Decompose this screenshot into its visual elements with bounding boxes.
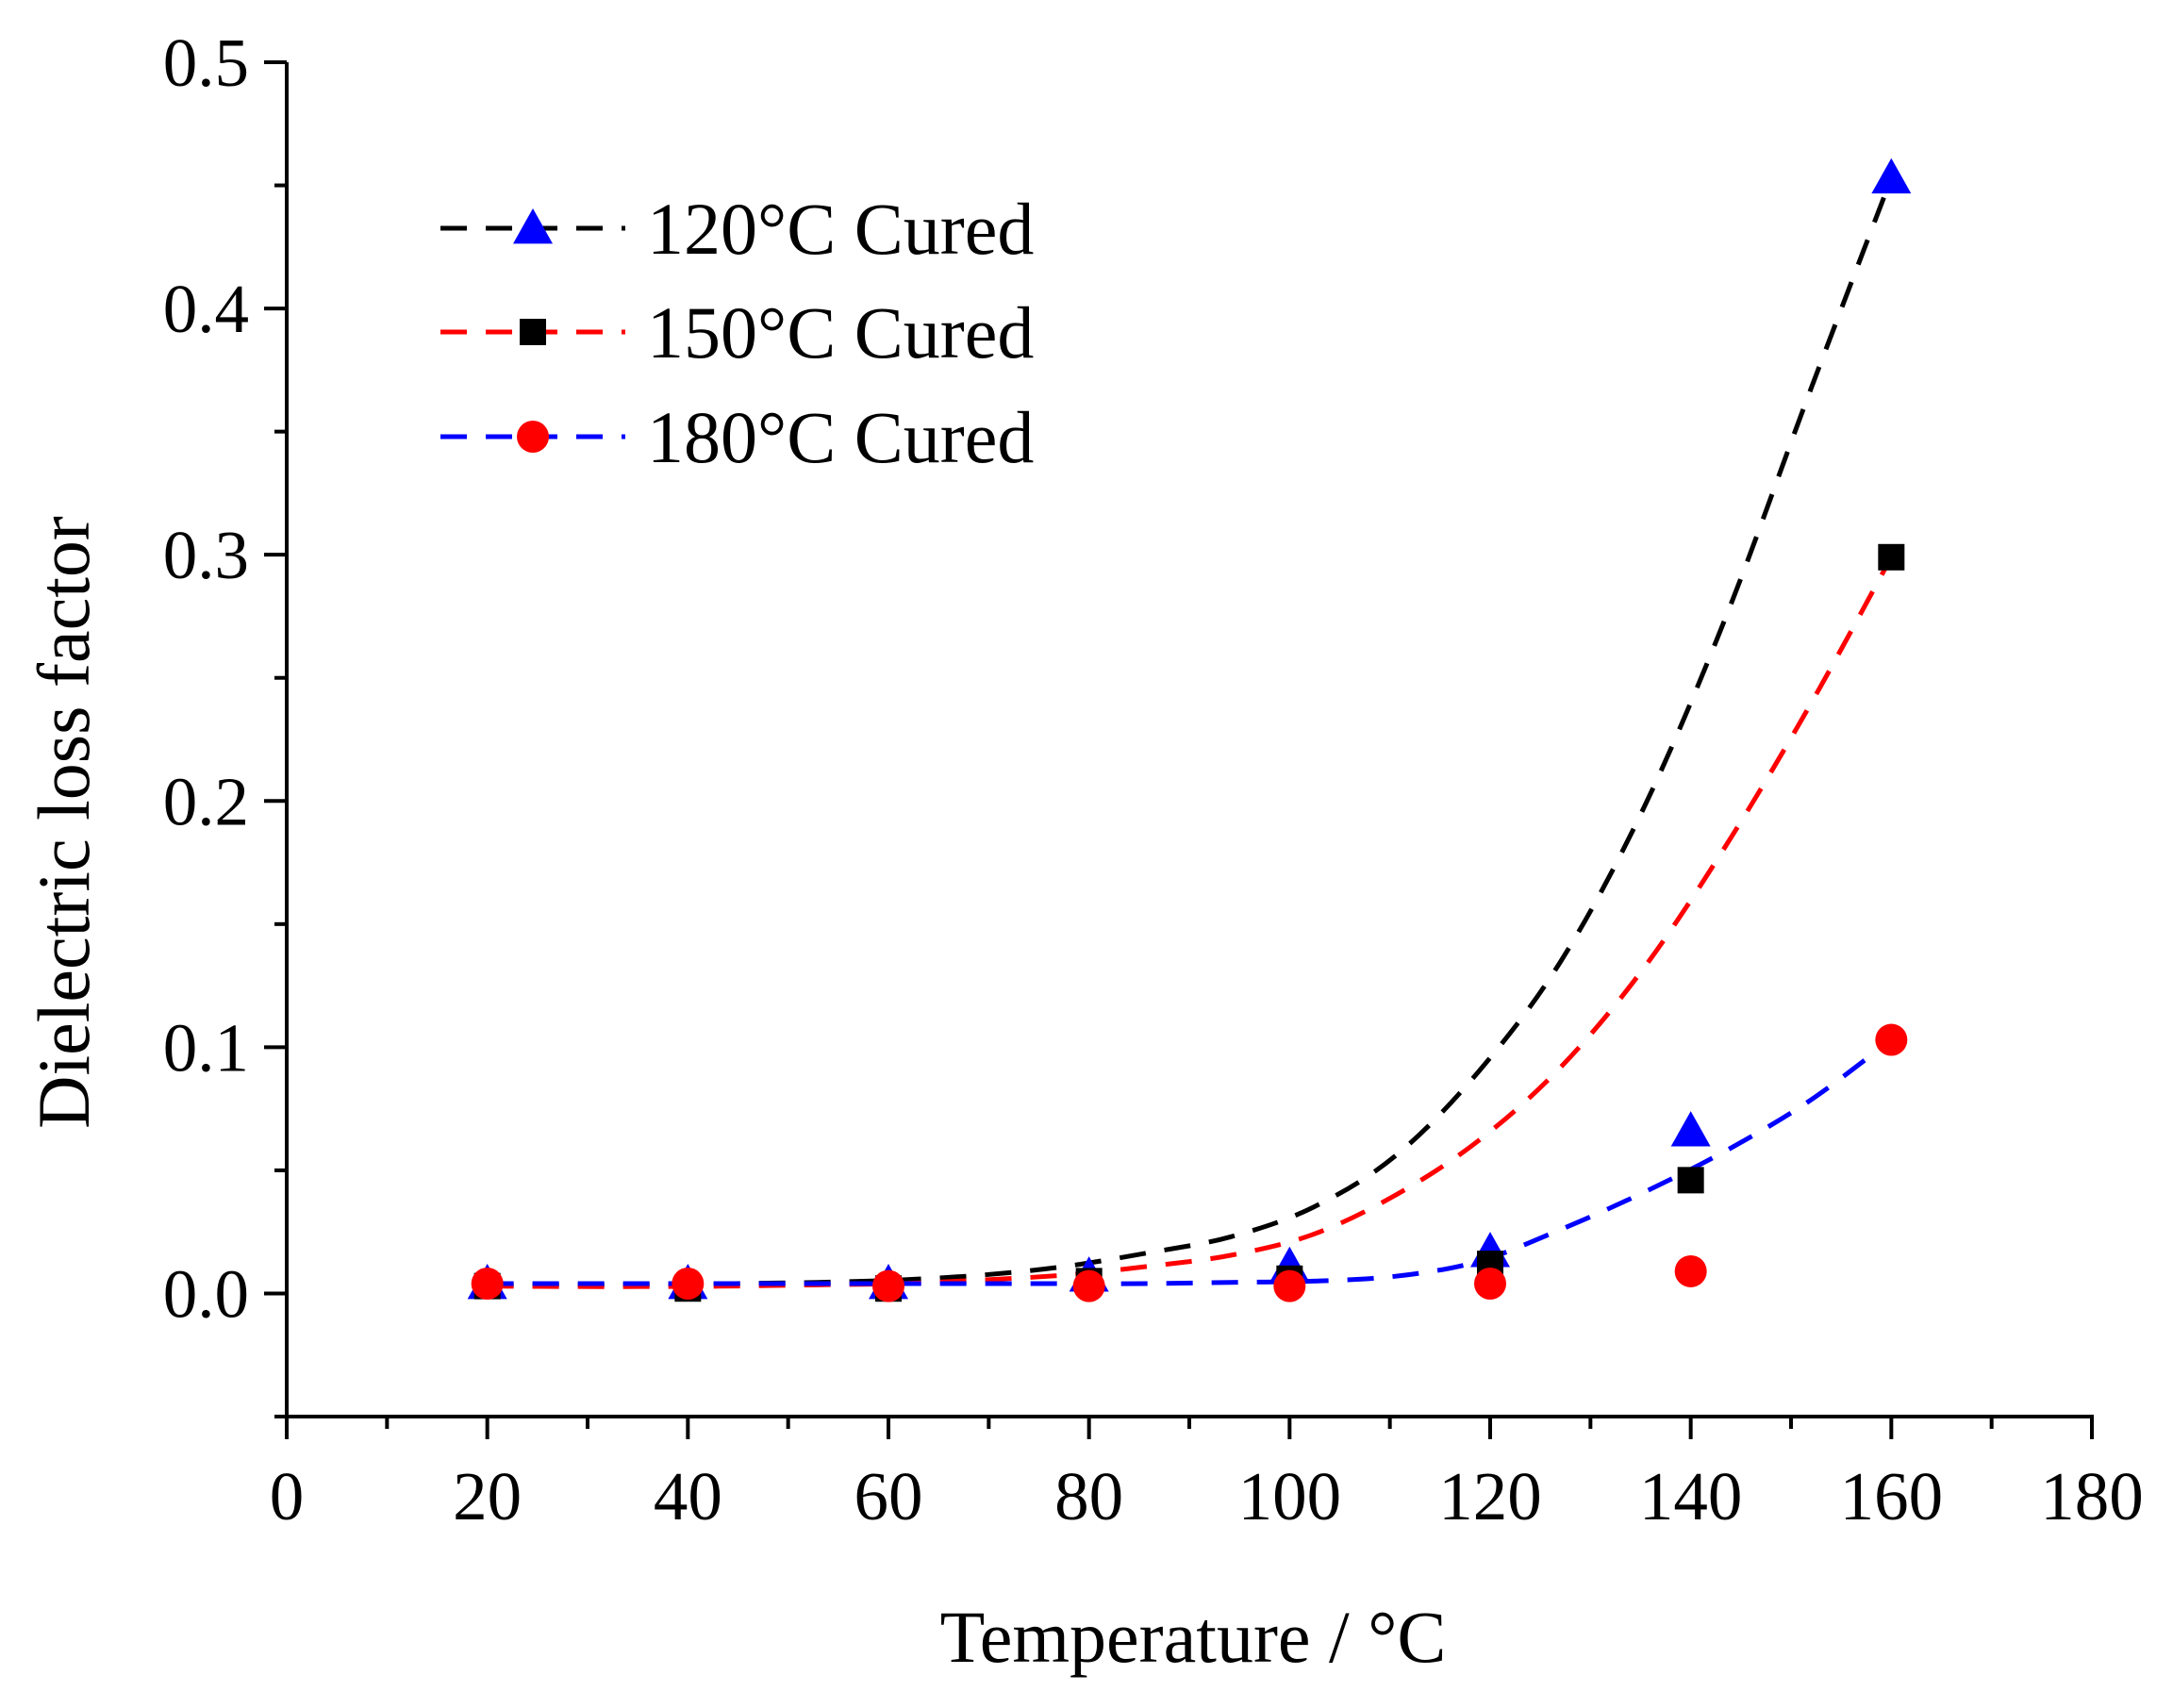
legend-marker-square [520,319,546,345]
data-point-circle [1072,1269,1105,1302]
x-tick-label: 60 [854,1458,923,1534]
x-tick-label: 160 [1840,1458,1944,1534]
legend: 120°C Cured 150°C Cured 180°C Cured [440,188,1034,478]
data-point-triangle [1670,1111,1711,1147]
data-point-circle [872,1269,904,1302]
y-tick-label: 0.4 [163,271,249,347]
axes [285,62,2094,1418]
legend-label: 180°C Cured [647,396,1034,478]
x-tick-label: 180 [2040,1458,2144,1534]
y-axis-title: Dielectric loss factor [23,516,105,1129]
y-tick-label: 0.1 [163,1009,249,1086]
legend-entry: 150°C Cured [440,291,1034,373]
fit-line-series-3 [487,1037,1893,1286]
legend-label: 120°C Cured [647,188,1034,270]
x-tick-label: 140 [1639,1458,1743,1534]
data-point-square [1677,1167,1704,1194]
y-axis-ticks: 0.0 0.1 0.2 0.3 0.4 0.5 [163,25,287,1418]
data-markers [467,158,1912,1302]
legend-label: 150°C Cured [647,291,1034,373]
y-tick-label: 0.3 [163,517,249,593]
data-point-square [1878,543,1905,571]
data-point-circle [672,1268,705,1301]
legend-marker [520,319,546,345]
legend-marker-circle [517,421,549,453]
x-axis-ticks: 0 20 40 60 80 100 120 140 160 180 [270,1417,2144,1534]
legend-entry: 120°C Cured [440,188,1034,270]
data-point-triangle [1871,158,1912,194]
data-point-circle [1474,1268,1506,1301]
y-tick-label: 0.5 [163,25,249,101]
y-tick-label: 0.2 [163,763,249,839]
data-point-circle [471,1268,504,1301]
fit-lines [487,176,1894,1289]
x-tick-label: 80 [1054,1458,1123,1534]
fit-line-series-1 [487,176,1894,1287]
legend-marker [517,421,549,453]
x-axis-title: Temperature / °C [940,1596,1447,1678]
legend-marker-triangle [513,208,553,244]
data-point-circle [1674,1254,1707,1287]
data-point-circle [1875,1023,1908,1056]
x-tick-label: 40 [654,1458,722,1534]
fit-line-series-2 [487,556,1894,1289]
y-tick-label: 0.0 [163,1255,249,1332]
data-point-circle [1273,1269,1306,1302]
x-tick-label: 0 [270,1458,305,1534]
legend-entry: 180°C Cured [440,396,1034,478]
x-tick-label: 20 [453,1458,522,1534]
legend-marker [513,208,553,244]
x-tick-label: 120 [1438,1458,1542,1534]
x-tick-label: 100 [1238,1458,1342,1534]
